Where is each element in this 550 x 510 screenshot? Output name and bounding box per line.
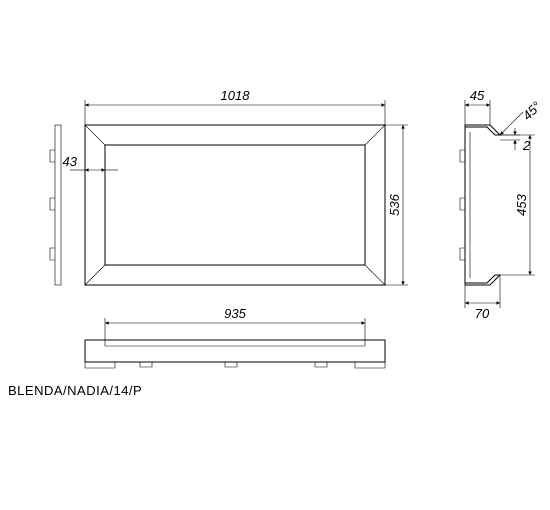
dim-chamfer-angle: 45°: [500, 99, 544, 135]
dim-bottom-width: 935: [105, 306, 365, 340]
dim-side-depth-top: 45: [465, 88, 490, 125]
drawing: 1018 43 536 935: [0, 0, 550, 510]
dim-front-height: 536: [385, 125, 408, 285]
dim-top-width-label: 1018: [221, 88, 251, 103]
dim-bottom-width-label: 935: [224, 306, 246, 321]
dim-chamfer-angle-label: 45°: [520, 99, 545, 124]
front-left-strip: [50, 125, 61, 285]
dim-side-depth-bottom-label: 70: [475, 306, 490, 321]
dim-top-width: 1018: [85, 88, 385, 125]
side-view: [460, 125, 500, 285]
dim-side-depth-top-label: 45: [470, 88, 485, 103]
dim-front-height-label: 536: [387, 193, 402, 215]
bottom-view: [85, 340, 385, 368]
front-view: [85, 125, 385, 285]
dim-side-depth-bottom: 70: [465, 275, 500, 321]
dim-side-thickness: 2: [495, 128, 531, 153]
caption: BLENDA/NADIA/14/P: [8, 383, 142, 398]
dim-side-height: 453: [500, 135, 535, 275]
dim-inner-offset-label: 43: [63, 154, 78, 169]
dim-side-height-label: 453: [514, 193, 529, 215]
dim-side-thickness-label: 2: [522, 138, 531, 153]
dim-inner-offset: 43: [63, 145, 118, 175]
